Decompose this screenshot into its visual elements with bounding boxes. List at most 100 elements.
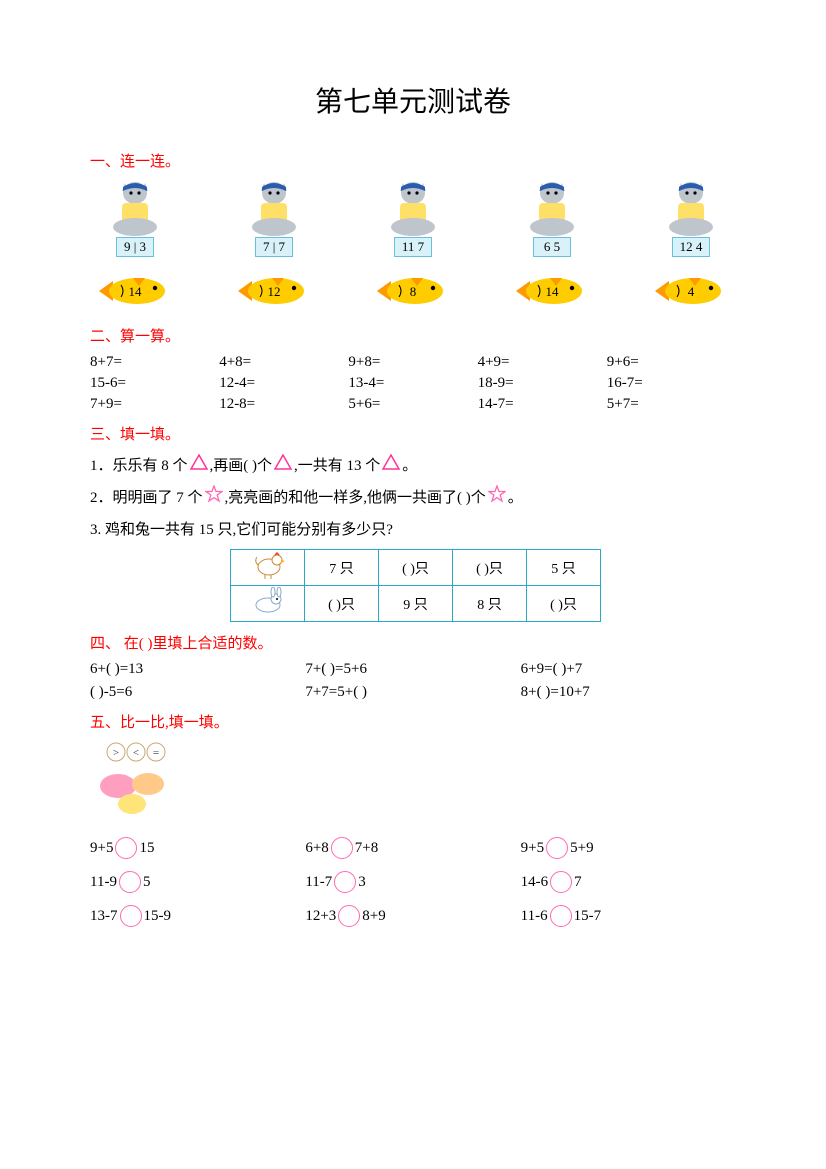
section-5-head: 五、比一比,填一填。: [90, 711, 736, 732]
q5-cell: 11-73: [305, 871, 520, 893]
compare-circle: [119, 871, 141, 893]
compare-circle: [338, 905, 360, 927]
q3-cell: ( )只: [305, 586, 379, 622]
svg-text:=: =: [153, 747, 159, 759]
calc-cell: 12-4=: [219, 375, 348, 392]
calc-cell: 18-9=: [478, 375, 607, 392]
svg-text:12: 12: [268, 284, 281, 299]
q5-row1: 9+5156+87+89+55+9: [90, 837, 736, 859]
q3-cell: ( )只: [527, 586, 601, 622]
calc-row: 15-6=12-4=13-4=18-9=16-7=: [90, 375, 736, 392]
calc-cell: 9+8=: [348, 354, 477, 371]
q3-line3: 3. 鸡和兔一共有 15 只,它们可能分别有多少只?: [90, 518, 736, 539]
q3-cell: [231, 586, 305, 622]
q3-table: 7 只( )只( )只5 只 ( )只9 只8 只( )只: [230, 549, 601, 622]
q3-1a: 1．乐乐有 8 个: [90, 454, 188, 475]
compare-circle: [334, 871, 356, 893]
calc-cell: 4+9=: [478, 354, 607, 371]
q3-2a: 2．明明画了 7 个: [90, 486, 203, 507]
q3-cell: [231, 550, 305, 586]
fish-item: 8: [368, 271, 458, 311]
svg-text:8: 8: [410, 284, 417, 299]
compare-circle: [120, 905, 142, 927]
calc-cell: 7+9=: [90, 396, 219, 413]
calc-cell: 5+6=: [348, 396, 477, 413]
cats-row: 9 | 3 7 | 7 11 7: [90, 179, 736, 257]
page-title: 第七单元测试卷: [90, 80, 736, 120]
q5-cell: 9+515: [90, 837, 305, 859]
compare-circle: [115, 837, 137, 859]
q3-line2: 2．明明画了 7 个 ,亮亮画的和他一样多,他俩一共画了( )个 。: [90, 485, 736, 508]
compare-circle: [550, 905, 572, 927]
q5-illustration: > < =: [90, 740, 736, 825]
q5-cell: 6+87+8: [305, 837, 520, 859]
q3-cell: ( )只: [379, 550, 453, 586]
calc-cell: 12-8=: [219, 396, 348, 413]
q4-cell: 6+( )=13: [90, 661, 305, 678]
triangle-icon: [190, 454, 208, 475]
q4-cell: 6+9=( )+7: [521, 661, 736, 678]
q4-row2: ( )-5=67+7=5+( )8+( )=10+7: [90, 684, 736, 701]
calc-cell: 4+8=: [219, 354, 348, 371]
section-3-head: 三、填一填。: [90, 423, 736, 444]
q3-cell: 9 只: [379, 586, 453, 622]
q3-1b: ,再画( )个: [210, 454, 273, 475]
cat-label: 7 | 7: [255, 237, 293, 257]
q3-cell: 7 只: [305, 550, 379, 586]
compare-circle: [546, 837, 568, 859]
calc-row: 7+9=12-8=5+6=14-7=5+7=: [90, 396, 736, 413]
q4-row1: 6+( )=137+( )=5+66+9=( )+7: [90, 661, 736, 678]
calc-cell: 15-6=: [90, 375, 219, 392]
q5-cell: 12+38+9: [305, 905, 520, 927]
fish-item: 14: [90, 271, 180, 311]
svg-text:14: 14: [129, 284, 143, 299]
calc-cell: 14-7=: [478, 396, 607, 413]
q5-row3: 13-715-912+38+911-615-7: [90, 905, 736, 927]
q3-1c: ,一共有 13 个: [294, 454, 380, 475]
q4-cell: ( )-5=6: [90, 684, 305, 701]
q5-row2: 11-9511-7314-67: [90, 871, 736, 893]
svg-text:>: >: [113, 747, 119, 759]
q3-line1: 1．乐乐有 8 个 ,再画( )个 ,一共有 13 个 。: [90, 454, 736, 475]
fish-item: 14: [507, 271, 597, 311]
cat-label: 12 4: [672, 237, 710, 257]
section-2-head: 二、算一算。: [90, 325, 736, 346]
q3-2c: 。: [508, 486, 523, 507]
q3-2b: ,亮亮画的和他一样多,他俩一共画了( )个: [225, 486, 486, 507]
calc-cell: 9+6=: [607, 354, 736, 371]
calc-cell: 16-7=: [607, 375, 736, 392]
q5-cell: 13-715-9: [90, 905, 305, 927]
svg-text:<: <: [133, 747, 139, 759]
svg-text:14: 14: [546, 284, 560, 299]
q5-cell: 9+55+9: [521, 837, 736, 859]
q3-1d: 。: [402, 454, 417, 475]
calc-row: 8+7=4+8=9+8=4+9=9+6=: [90, 354, 736, 371]
q4-cell: 7+( )=5+6: [305, 661, 520, 678]
cat-label: 6 5: [533, 237, 571, 257]
calc-cell: 13-4=: [348, 375, 477, 392]
fish-row: 14 12 8 14: [90, 271, 736, 311]
cat-item: 11 7: [368, 179, 458, 257]
calc-block: 8+7=4+8=9+8=4+9=9+6= 15-6=12-4=13-4=18-9=…: [90, 354, 736, 413]
compare-circle: [550, 871, 572, 893]
fish-item: 12: [229, 271, 319, 311]
q5-cell: 11-95: [90, 871, 305, 893]
cat-label: 11 7: [394, 237, 432, 257]
section-4-head: 四、 在( )里填上合适的数。: [90, 632, 736, 653]
q4-cell: 8+( )=10+7: [521, 684, 736, 701]
q5-cell: 14-67: [521, 871, 736, 893]
svg-text:4: 4: [688, 284, 695, 299]
q3-cell: 8 只: [453, 586, 527, 622]
fish-item: 4: [646, 271, 736, 311]
section-1-head: 一、连一连。: [90, 150, 736, 171]
q3-cell: ( )只: [453, 550, 527, 586]
q3-cell: 5 只: [527, 550, 601, 586]
cat-item: 7 | 7: [229, 179, 319, 257]
q4-cell: 7+7=5+( ): [305, 684, 520, 701]
triangle-icon: [382, 454, 400, 475]
cat-item: 9 | 3: [90, 179, 180, 257]
calc-cell: 5+7=: [607, 396, 736, 413]
compare-circle: [331, 837, 353, 859]
triangle-icon: [274, 454, 292, 475]
cat-item: 12 4: [646, 179, 736, 257]
